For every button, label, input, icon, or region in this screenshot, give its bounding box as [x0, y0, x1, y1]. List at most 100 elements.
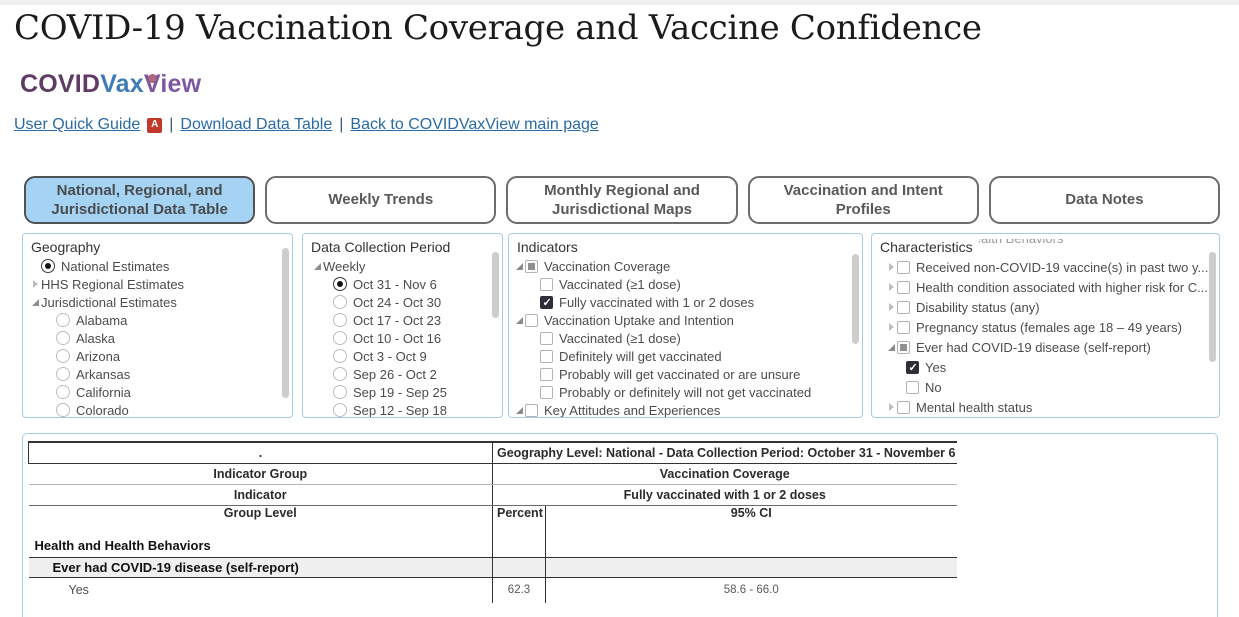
tree-item[interactable]: Vaccinated (≥1 dose): [509, 329, 862, 347]
checkbox[interactable]: [540, 295, 553, 309]
checkbox[interactable]: [540, 331, 553, 345]
checkbox[interactable]: [525, 403, 538, 417]
tree-item-label: Health and Health Behaviors: [898, 239, 1178, 246]
scrollbar-thumb[interactable]: [282, 248, 289, 398]
tree-item[interactable]: Weekly: [303, 257, 502, 275]
checkbox[interactable]: [897, 320, 910, 334]
tree-item[interactable]: Oct 3 - Oct 9: [303, 347, 502, 365]
radio-button[interactable]: [333, 277, 347, 291]
tree-item[interactable]: Health condition associated with higher …: [872, 277, 1219, 297]
tree-item[interactable]: Vaccination Uptake and Intention: [509, 311, 862, 329]
tab-data-notes[interactable]: Data Notes: [988, 176, 1221, 224]
radio-button[interactable]: [41, 259, 55, 273]
checkbox[interactable]: [540, 385, 553, 399]
tree-item[interactable]: Disability status (any): [872, 297, 1219, 317]
checkbox[interactable]: [897, 400, 910, 414]
tree-item[interactable]: Jurisdictional Estimates: [23, 293, 292, 311]
tree-item[interactable]: HHS Regional Estimates: [23, 275, 292, 293]
checkbox[interactable]: [906, 360, 919, 374]
tree-item[interactable]: Oct 31 - Nov 6: [303, 275, 502, 293]
radio-button[interactable]: [333, 313, 347, 327]
radio-button[interactable]: [333, 295, 347, 309]
checkbox[interactable]: [525, 259, 538, 273]
expand-arrow-icon[interactable]: [29, 280, 41, 288]
tree-item-label: Arizona: [76, 348, 121, 364]
tree-item[interactable]: Sep 19 - Sep 25: [303, 383, 502, 401]
tree-item[interactable]: Vaccinated (≥1 dose): [509, 275, 862, 293]
expand-arrow-icon[interactable]: [885, 303, 897, 311]
checkbox[interactable]: [897, 300, 910, 314]
tree-item[interactable]: National Estimates: [23, 257, 292, 275]
tree-item-label: Vaccinated (≥1 dose): [559, 276, 681, 292]
radio-button[interactable]: [333, 403, 347, 417]
tree-item[interactable]: Sep 26 - Oct 2: [303, 365, 502, 383]
triangle: [515, 316, 523, 324]
radio-button[interactable]: [333, 385, 347, 399]
tree-item[interactable]: Probably will get vaccinated or are unsu…: [509, 365, 862, 383]
tree-item[interactable]: Pregnancy status (females age 18 – 49 ye…: [872, 317, 1219, 337]
radio-button[interactable]: [56, 331, 70, 345]
tab-monthly-regional-jurisdictional-maps[interactable]: Monthly Regional and Jurisdictional Maps: [506, 176, 738, 224]
tree-item[interactable]: Arizona: [23, 347, 292, 365]
checkbox[interactable]: [525, 313, 538, 327]
tree-item[interactable]: Alabama: [23, 311, 292, 329]
collapse-arrow-icon[interactable]: [885, 343, 897, 351]
checkbox[interactable]: [906, 380, 919, 394]
period-tree: Weekly Oct 31 - Nov 6 Oct 24 - Oct 30 Oct 1…: [303, 257, 502, 417]
radio-button[interactable]: [333, 331, 347, 345]
tree-item[interactable]: California: [23, 383, 292, 401]
tree-item[interactable]: Mental health status: [872, 397, 1219, 417]
tree-item[interactable]: Vaccination Coverage: [509, 257, 862, 275]
radio-button[interactable]: [56, 403, 70, 417]
link-download-data-table[interactable]: Download Data Table: [180, 116, 333, 133]
tree-item[interactable]: Arkansas: [23, 365, 292, 383]
radio-button[interactable]: [333, 349, 347, 363]
link-back-to-covidvaxview-main-page[interactable]: Back to COVIDVaxView main page: [350, 116, 599, 133]
scrollbar-thumb[interactable]: [492, 252, 499, 318]
collapse-arrow-icon[interactable]: [513, 316, 525, 324]
checkbox[interactable]: [540, 349, 553, 363]
tree-item[interactable]: Oct 17 - Oct 23: [303, 311, 502, 329]
radio-button[interactable]: [56, 349, 70, 363]
collapse-arrow-icon[interactable]: [513, 406, 525, 414]
collapse-arrow-icon[interactable]: [311, 262, 323, 270]
radio-button[interactable]: [56, 313, 70, 327]
checkbox[interactable]: [540, 367, 553, 381]
tree-item[interactable]: Yes: [872, 357, 1219, 377]
tab-national-regional-jurisdictional-data-table[interactable]: National, Regional, and Jurisdictional D…: [24, 176, 256, 224]
tree-item-label: Yes: [925, 359, 947, 375]
tab-vaccination-and-intent-profiles[interactable]: Vaccination and Intent Profiles: [747, 176, 979, 224]
tree-item[interactable]: Colorado: [23, 401, 292, 417]
checkbox[interactable]: [540, 277, 553, 291]
tree-item-label: California: [76, 384, 131, 400]
expand-arrow-icon[interactable]: [885, 263, 897, 271]
expand-arrow-icon[interactable]: [885, 283, 897, 291]
tree-item[interactable]: Received non-COVID-19 vaccine(s) in past…: [872, 257, 1219, 277]
tree-item[interactable]: Sep 12 - Sep 18: [303, 401, 502, 417]
checkbox[interactable]: [897, 260, 910, 274]
tree-item[interactable]: Alaska: [23, 329, 292, 347]
tree-item[interactable]: Oct 24 - Oct 30: [303, 293, 502, 311]
checkbox[interactable]: [897, 340, 910, 354]
link-user-quick-guide[interactable]: User Quick Guide: [14, 116, 141, 133]
scrollbar-thumb[interactable]: [852, 254, 859, 344]
tree-item[interactable]: Probably or definitely will not get vacc…: [509, 383, 862, 401]
collapse-arrow-icon[interactable]: [513, 262, 525, 270]
tree-item[interactable]: Key Attitudes and Experiences: [509, 401, 862, 417]
radio-button[interactable]: [56, 385, 70, 399]
expand-arrow-icon[interactable]: [885, 323, 897, 331]
tree-item[interactable]: Definitely will get vaccinated: [509, 347, 862, 365]
tree-item[interactable]: Fully vaccinated with 1 or 2 doses: [509, 293, 862, 311]
checkbox[interactable]: [897, 280, 910, 294]
tree-item[interactable]: Oct 10 - Oct 16: [303, 329, 502, 347]
results-table: . Geography Level: National - Data Collec…: [28, 441, 957, 603]
tree-item[interactable]: No: [872, 377, 1219, 397]
radio-button[interactable]: [56, 367, 70, 381]
expand-arrow-icon[interactable]: [885, 403, 897, 411]
radio-button[interactable]: [333, 367, 347, 381]
tab-weekly-trends[interactable]: Weekly Trends: [265, 176, 497, 224]
group-level-value-cell: Yes: [68, 583, 89, 598]
collapse-arrow-icon[interactable]: [29, 298, 41, 306]
tree-item[interactable]: Ever had COVID-19 disease (self-report): [872, 337, 1219, 357]
scrollbar-thumb[interactable]: [1209, 252, 1216, 362]
